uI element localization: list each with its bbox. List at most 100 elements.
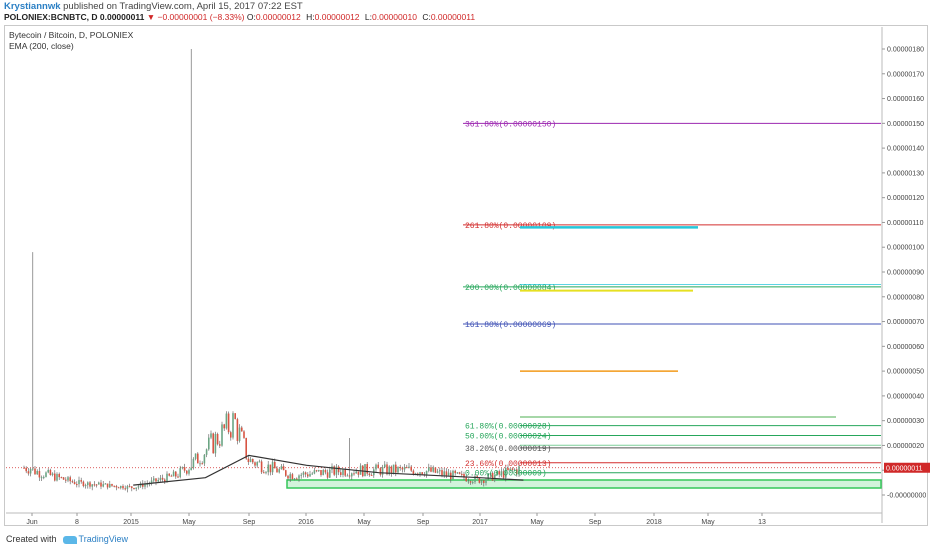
candle-body	[267, 464, 269, 473]
candle-body	[518, 466, 520, 475]
candle-body	[249, 458, 252, 463]
candle-body	[43, 476, 45, 478]
candle-body	[507, 467, 509, 471]
candle-body	[344, 469, 346, 476]
candle-body	[161, 477, 164, 480]
candle-body	[241, 427, 243, 432]
candle-body	[293, 478, 296, 480]
candle-body	[412, 470, 415, 475]
current-price-tag-label: 0.00000011	[886, 466, 923, 473]
candle-body	[120, 485, 122, 488]
candle-body	[406, 467, 408, 469]
x-tick-label: Sep	[417, 519, 430, 526]
candle-body	[227, 413, 230, 433]
candle-body	[190, 467, 192, 471]
last-price: 0.00000011	[99, 12, 145, 22]
x-tick-label: Jun	[26, 519, 37, 526]
x-tick-label: 2018	[646, 519, 662, 526]
candle-body	[500, 471, 503, 475]
candle-body	[364, 464, 366, 477]
candle-body	[454, 470, 456, 474]
ema-200-line[interactable]	[133, 454, 524, 486]
candle-body	[287, 475, 289, 479]
candle-body	[329, 469, 331, 478]
chart-legend: Bytecoin / Bitcoin, D, POLONIEX EMA (200…	[9, 30, 133, 52]
x-tick-label: Sep	[589, 519, 602, 526]
candle-body	[496, 471, 498, 476]
candle-body	[106, 483, 109, 488]
candle-body	[183, 467, 186, 471]
candle-body	[40, 477, 43, 479]
candle-body	[333, 466, 335, 475]
candle-body	[95, 484, 98, 486]
candle-body	[370, 474, 373, 476]
candle-body	[340, 472, 342, 475]
candle-body	[445, 471, 448, 476]
candle-body	[392, 464, 395, 474]
candle-body	[326, 472, 329, 478]
fib-level-label: 261.80%(0.00000109)	[465, 222, 556, 231]
fib-level-label: 200.00%(0.00000084)	[465, 284, 556, 293]
candle-body	[47, 469, 49, 473]
candle-body	[60, 477, 63, 479]
tradingview-brand-link[interactable]: TradingView	[78, 534, 129, 544]
y-tick-label: 0.00000060	[887, 344, 924, 351]
candle-body	[487, 474, 489, 480]
candle-body	[489, 472, 492, 475]
candle-body	[234, 413, 236, 420]
candle-body	[168, 473, 170, 476]
candle-body	[509, 468, 511, 471]
candle-body	[124, 488, 126, 490]
candle-body	[399, 466, 401, 468]
candle-body	[511, 468, 514, 470]
candle-body	[384, 464, 386, 468]
x-tick-label: 2016	[298, 519, 314, 526]
current-price-tag	[884, 462, 930, 473]
candle-body	[197, 453, 199, 464]
candle-body	[210, 433, 212, 438]
y-tick-label: 0.00000020	[887, 443, 924, 450]
change-arrow-icon: ▼	[146, 12, 156, 22]
candle-body	[458, 472, 461, 474]
candle-body	[150, 480, 153, 484]
accumulation-box[interactable]	[286, 479, 882, 489]
candle-body	[247, 458, 250, 463]
candle-body	[381, 467, 384, 475]
candle-body	[410, 466, 412, 471]
candle-body	[461, 473, 463, 475]
y-tick-label: 0.00000150	[887, 121, 924, 128]
plot-area[interactable]	[6, 27, 882, 513]
candle-body	[276, 468, 278, 473]
candle-body	[322, 469, 324, 476]
chart-frame	[4, 25, 928, 526]
candle-body	[480, 480, 483, 483]
candle-body	[29, 468, 32, 474]
candle-body	[498, 471, 500, 475]
legend-indicator[interactable]: EMA (200, close)	[9, 41, 74, 51]
candle-body	[428, 467, 430, 471]
candle-body	[32, 468, 34, 470]
tradingview-logo-icon	[62, 535, 77, 544]
open-label: O:	[246, 12, 256, 22]
candle-body	[172, 471, 175, 477]
candle-body	[252, 458, 254, 463]
candle-body	[76, 484, 78, 486]
candle-body	[84, 485, 87, 487]
fib-level-label: 361.80%(0.00000150)	[465, 120, 556, 129]
candle-body	[208, 437, 210, 450]
open-value: 0.00000012	[255, 12, 301, 22]
candle-body	[164, 479, 166, 483]
candle-body	[245, 437, 247, 459]
candle-body	[243, 431, 245, 438]
candle-body	[111, 484, 113, 486]
candle-body	[302, 472, 305, 475]
candle-body	[280, 466, 283, 470]
candle-body	[441, 470, 443, 476]
candle-body	[27, 471, 30, 474]
candle-body	[192, 458, 195, 468]
candle-body	[214, 433, 217, 454]
candle-body	[476, 476, 478, 478]
candle-body	[205, 449, 208, 455]
author-name[interactable]: Krystiannwk	[4, 1, 61, 12]
